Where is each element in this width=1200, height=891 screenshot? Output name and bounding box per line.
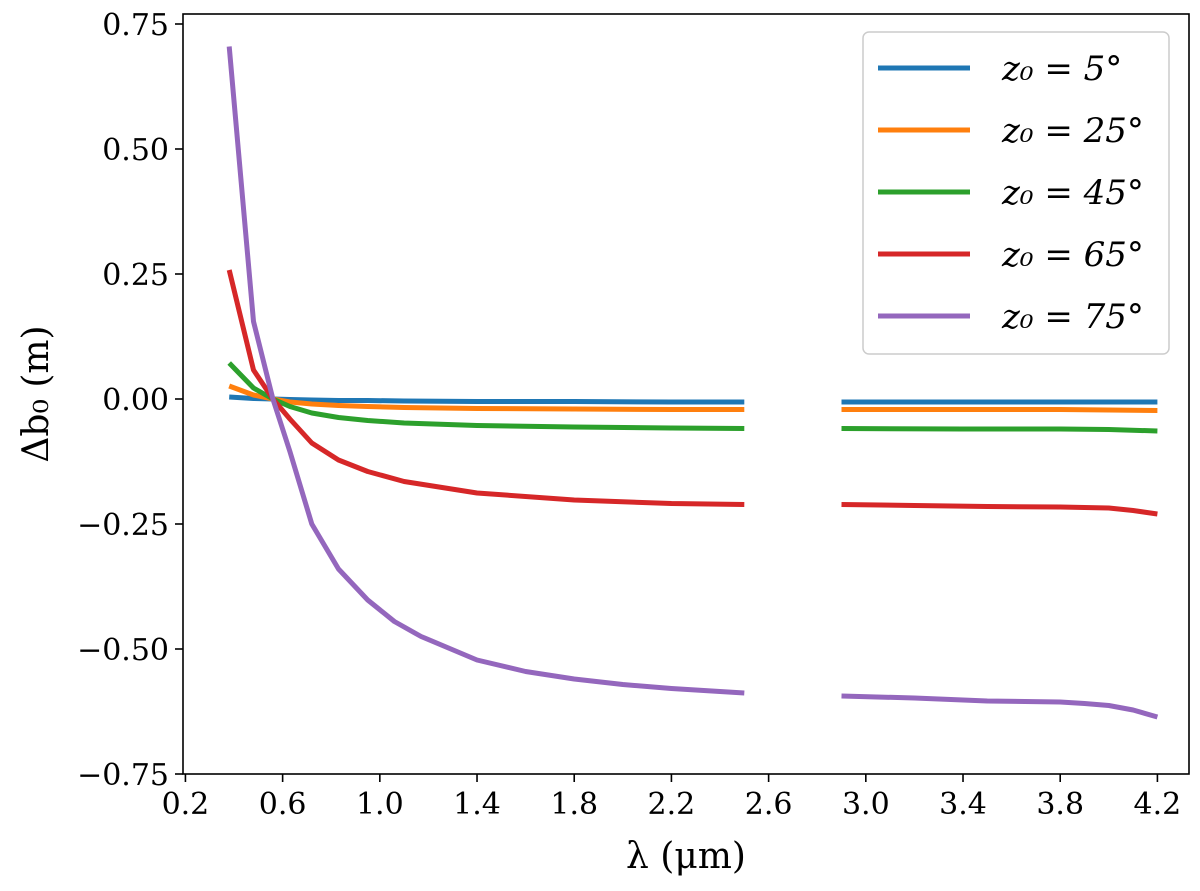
x-tick-label: 1.4 (453, 787, 501, 822)
legend-label: z₀ = 45° (1001, 173, 1144, 213)
x-tick-label: 3.8 (1036, 787, 1084, 822)
series-4-segment-0 (226, 46, 745, 696)
series-2-segment-0 (227, 361, 745, 431)
y-tick-label: −0.25 (77, 508, 169, 543)
series-1-segment-1 (841, 407, 1158, 413)
series-lines (226, 46, 1159, 720)
legend-label: z₀ = 75° (1001, 297, 1144, 337)
x-tick-label: 0.6 (259, 787, 307, 822)
legend: z₀ = 5° z₀ = 25° z₀ = 45° z₀ = 65° z₀ = 75° (862, 31, 1170, 355)
legend-label: z₀ = 5° (1001, 49, 1122, 89)
x-tick-label: 2.2 (648, 787, 696, 822)
x-axis-label: λ (μm) (626, 836, 746, 877)
x-tick-label: 2.6 (745, 787, 793, 822)
x-tick-label: 0.2 (162, 787, 210, 822)
series-3-segment-1 (841, 502, 1158, 517)
y-axis: −0.75 −0.50 −0.25 0.00 0.25 0.50 0.75 (77, 8, 183, 793)
series-4-segment-1 (841, 693, 1159, 720)
legend-label: z₀ = 25° (1001, 111, 1144, 151)
legend-entries: z₀ = 5° z₀ = 25° z₀ = 45° z₀ = 65° z₀ = 75° (878, 49, 1144, 337)
series-2-segment-1 (841, 426, 1158, 434)
x-tick-label: 1.0 (356, 787, 404, 822)
x-tick-label: 3.0 (842, 787, 890, 822)
legend-box (862, 31, 1170, 355)
x-tick-label: 3.4 (939, 787, 987, 822)
y-tick-label: 0.75 (102, 8, 169, 43)
legend-label: z₀ = 65° (1001, 235, 1144, 275)
y-tick-label: 0.00 (102, 383, 169, 418)
y-tick-label: −0.50 (77, 633, 169, 668)
x-tick-label: 4.2 (1134, 787, 1182, 822)
x-axis: 0.2 0.6 1.0 1.4 1.8 2.2 2.6 3.0 3.4 3.8 4.2 (162, 774, 1182, 822)
y-tick-label: 0.50 (102, 133, 169, 168)
x-tick-label: 1.8 (550, 787, 598, 822)
y-axis-label: Δb₀ (m) (16, 325, 57, 462)
plot-frame (182, 13, 1190, 775)
y-tick-label: 0.25 (102, 258, 169, 293)
y-tick-label: −0.75 (77, 758, 169, 793)
series-3-segment-0 (226, 269, 745, 507)
